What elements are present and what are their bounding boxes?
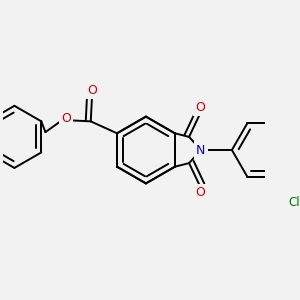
- Text: O: O: [196, 186, 206, 199]
- Text: O: O: [61, 112, 70, 125]
- Text: O: O: [196, 101, 206, 114]
- Text: N: N: [196, 143, 206, 157]
- Text: Cl: Cl: [288, 196, 300, 209]
- Text: O: O: [87, 84, 97, 97]
